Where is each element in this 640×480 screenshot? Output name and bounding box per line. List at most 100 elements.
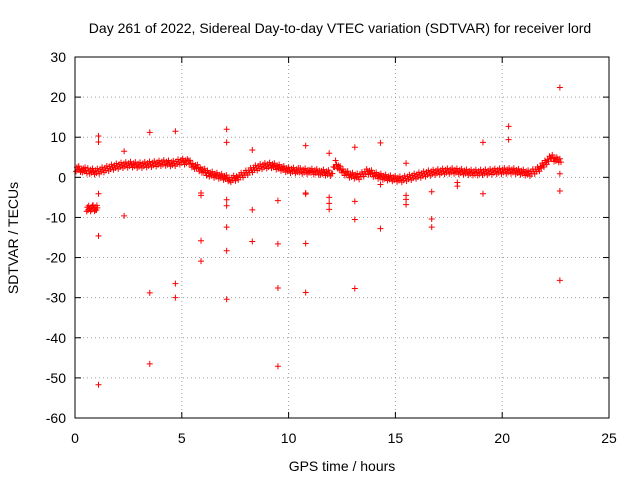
trace-point <box>325 167 332 174</box>
outlier-point <box>95 381 102 388</box>
outlier-point <box>505 136 512 143</box>
outlier-point <box>428 188 435 195</box>
trace-point <box>118 159 125 166</box>
outlier-point <box>198 192 205 199</box>
trace-point <box>536 168 543 175</box>
outlier-point <box>326 150 333 157</box>
outlier-point <box>146 289 153 296</box>
outlier-point <box>249 206 256 213</box>
trace-point <box>108 161 115 168</box>
y-tick-label: -20 <box>46 250 66 266</box>
outlier-point <box>274 197 281 204</box>
outlier-point <box>95 190 102 197</box>
trace-point <box>113 160 120 167</box>
outlier-point <box>556 187 563 194</box>
trace-point <box>194 161 201 168</box>
trace-point <box>541 163 548 170</box>
trace-point <box>543 161 550 168</box>
trace-point <box>337 163 344 170</box>
outlier-point <box>172 294 179 301</box>
grid-lines <box>75 57 609 418</box>
outlier-point <box>223 296 230 303</box>
outlier-point <box>377 139 384 146</box>
outlier-point <box>274 363 281 370</box>
outlier-point <box>351 144 358 151</box>
trace-point <box>549 151 556 158</box>
trace-point <box>99 164 106 171</box>
outlier-point <box>223 126 230 133</box>
y-tick-label: 20 <box>50 89 66 105</box>
x-tick-label: 10 <box>281 430 297 446</box>
trace-point <box>175 156 182 163</box>
outlier-point <box>403 196 410 203</box>
outlier-point <box>95 139 102 146</box>
outlier-point <box>223 247 230 254</box>
outlier-point <box>302 191 309 198</box>
trace-point <box>556 155 563 162</box>
trace-point <box>368 167 375 174</box>
x-tick-label: 0 <box>71 430 79 446</box>
trace-point <box>187 157 194 164</box>
y-tick-label: -30 <box>46 290 66 306</box>
outlier-point <box>428 224 435 231</box>
trace-point <box>329 170 336 177</box>
trace-point <box>557 159 564 166</box>
outlier-point <box>223 224 230 231</box>
y-tick-label: 30 <box>50 49 66 65</box>
y-axis-label: SDTVAR / TECUs <box>5 182 21 294</box>
outlier-point <box>274 285 281 292</box>
outlier-point <box>505 123 512 130</box>
trace-point <box>545 158 552 165</box>
outlier-point <box>95 133 102 140</box>
trace-point <box>420 168 427 175</box>
trace-point <box>411 170 418 177</box>
outlier-point <box>249 238 256 245</box>
x-axis-label: GPS time / hours <box>289 458 396 474</box>
trace-point <box>82 164 89 171</box>
outlier-point <box>172 280 179 287</box>
y-tick-label: 10 <box>50 129 66 145</box>
outlier-point <box>121 212 128 219</box>
outlier-point <box>351 216 358 223</box>
outlier-point <box>302 142 309 149</box>
outlier-point <box>351 198 358 205</box>
x-tick-label: 25 <box>601 430 617 446</box>
trace-point <box>406 171 413 178</box>
data-points <box>73 84 564 388</box>
x-tick-label: 20 <box>494 430 510 446</box>
outlier-point <box>479 139 486 146</box>
outlier-point <box>556 277 563 284</box>
y-tick-label: -10 <box>46 209 66 225</box>
trace-point <box>75 163 82 170</box>
outlier-point <box>428 216 435 223</box>
trace-point <box>425 167 432 174</box>
axis-ticks: 0 5 10 15 20 25 -60 -50 -40 -30 -20 -10 0 10 20 30 <box>46 49 617 446</box>
y-tick-label: -40 <box>46 330 66 346</box>
trace-point <box>232 177 239 184</box>
trace-point <box>257 161 264 168</box>
outlier-point <box>351 285 358 292</box>
outlier-point <box>274 240 281 247</box>
outlier-point <box>146 129 153 136</box>
trace-point <box>401 172 408 179</box>
outlier-point <box>198 258 205 265</box>
x-tick-label: 15 <box>388 430 404 446</box>
trace-point <box>252 162 259 169</box>
outlier-point <box>121 148 128 155</box>
plot-frame <box>74 56 610 419</box>
outlier-point <box>454 183 461 190</box>
trace-point <box>103 162 110 169</box>
outlier-point <box>146 360 153 367</box>
outlier-point <box>326 194 333 201</box>
trace-point <box>415 169 422 176</box>
x-tick-label: 5 <box>178 430 186 446</box>
outlier-point <box>326 200 333 207</box>
outlier-point <box>403 160 410 167</box>
outlier-point <box>198 237 205 244</box>
outlier-point <box>302 289 309 296</box>
outlier-point <box>377 181 384 188</box>
chart-title: Day 261 of 2022, Sidereal Day-to-day VTE… <box>89 20 591 36</box>
trace-point <box>354 170 361 177</box>
trace-point <box>344 168 351 175</box>
